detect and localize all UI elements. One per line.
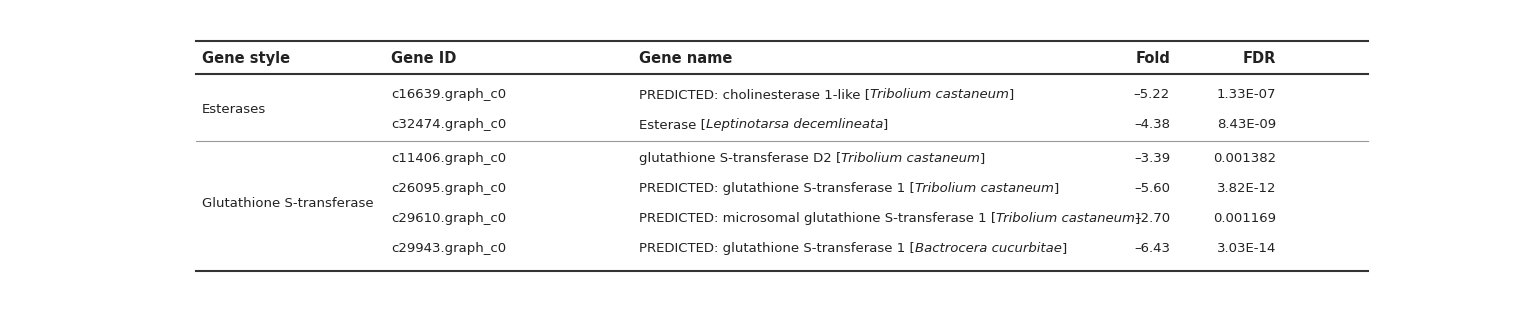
Text: 0.001169: 0.001169: [1214, 212, 1276, 225]
Text: –5.22: –5.22: [1133, 88, 1170, 101]
Text: Glutathione S-transferase: Glutathione S-transferase: [203, 197, 373, 210]
Text: ]: ]: [979, 153, 985, 166]
Text: Fold: Fold: [1135, 51, 1170, 66]
Text: FDR: FDR: [1243, 51, 1276, 66]
Text: ]: ]: [883, 118, 888, 131]
Text: ]: ]: [1008, 88, 1014, 101]
Text: PREDICTED: glutathione S-transferase 1 [: PREDICTED: glutathione S-transferase 1 [: [640, 182, 915, 195]
Text: c16639.graph_c0: c16639.graph_c0: [391, 88, 506, 101]
Text: Tribolium castaneum: Tribolium castaneum: [996, 212, 1135, 225]
Text: 1.33E-07: 1.33E-07: [1217, 88, 1276, 101]
Text: 0.001382: 0.001382: [1214, 153, 1276, 166]
Text: –4.38: –4.38: [1135, 118, 1170, 131]
Text: Bactrocera cucurbitae: Bactrocera cucurbitae: [915, 242, 1062, 255]
Text: 3.82E-12: 3.82E-12: [1217, 182, 1276, 195]
Text: c32474.graph_c0: c32474.graph_c0: [391, 118, 506, 131]
Text: ]: ]: [1062, 242, 1066, 255]
Text: PREDICTED: cholinesterase 1-like [: PREDICTED: cholinesterase 1-like [: [640, 88, 870, 101]
Text: –5.60: –5.60: [1135, 182, 1170, 195]
Text: –2.70: –2.70: [1135, 212, 1170, 225]
Text: ]: ]: [1135, 212, 1141, 225]
Text: PREDICTED: microsomal glutathione S-transferase 1 [: PREDICTED: microsomal glutathione S-tran…: [640, 212, 996, 225]
Text: Tribolium castaneum: Tribolium castaneum: [915, 182, 1054, 195]
Text: Tribolium castaneum: Tribolium castaneum: [870, 88, 1008, 101]
Text: –6.43: –6.43: [1135, 242, 1170, 255]
Text: PREDICTED: glutathione S-transferase 1 [: PREDICTED: glutathione S-transferase 1 [: [640, 242, 915, 255]
Text: glutathione S-transferase D2 [: glutathione S-transferase D2 [: [640, 153, 841, 166]
Text: Esterase [: Esterase [: [640, 118, 705, 131]
Text: Leptinotarsa decemlineata: Leptinotarsa decemlineata: [705, 118, 883, 131]
Text: c11406.graph_c0: c11406.graph_c0: [391, 153, 506, 166]
Text: 3.03E-14: 3.03E-14: [1217, 242, 1276, 255]
Text: Gene style: Gene style: [203, 51, 291, 66]
Text: c29610.graph_c0: c29610.graph_c0: [391, 212, 506, 225]
Text: –3.39: –3.39: [1135, 153, 1170, 166]
Text: Gene name: Gene name: [640, 51, 733, 66]
Text: c26095.graph_c0: c26095.graph_c0: [391, 182, 506, 195]
Text: Tribolium castaneum: Tribolium castaneum: [841, 153, 979, 166]
Text: 8.43E-09: 8.43E-09: [1217, 118, 1276, 131]
Text: ]: ]: [1054, 182, 1058, 195]
Text: Esterases: Esterases: [203, 103, 267, 116]
Text: Gene ID: Gene ID: [391, 51, 457, 66]
Text: c29943.graph_c0: c29943.graph_c0: [391, 242, 506, 255]
